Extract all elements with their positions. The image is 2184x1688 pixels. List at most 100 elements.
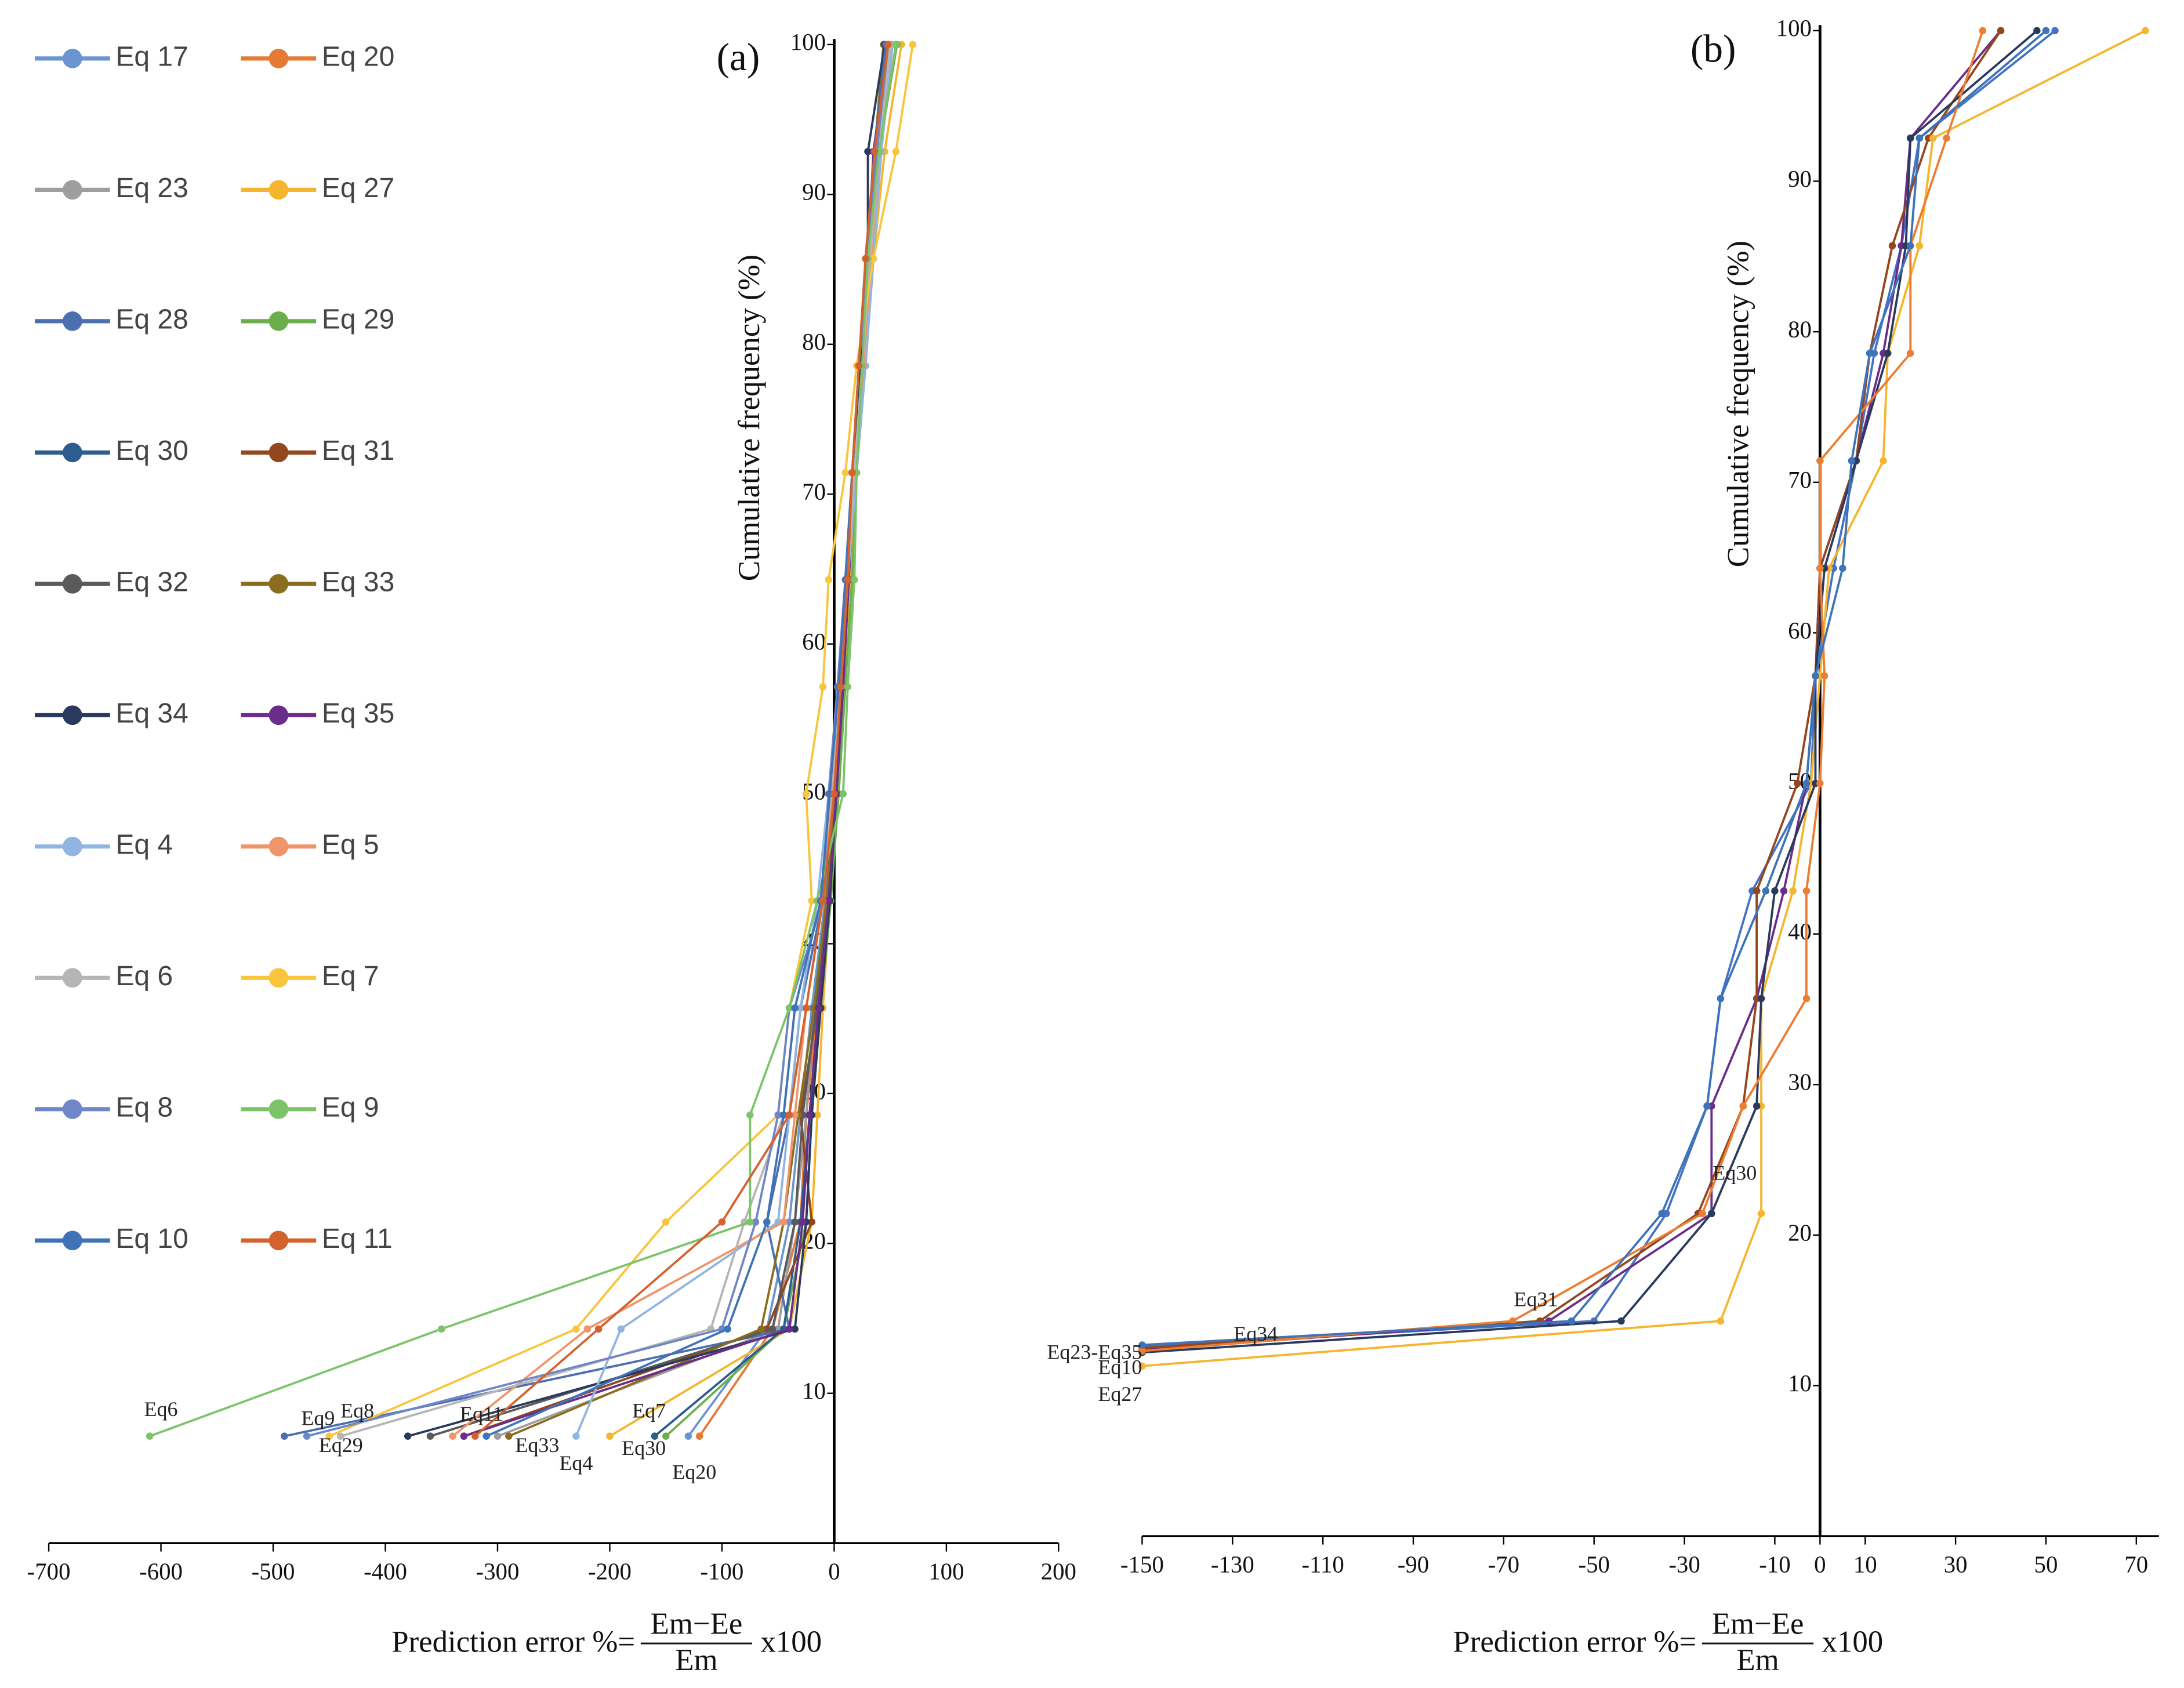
data-point (1757, 994, 1765, 1003)
legend-marker (63, 968, 82, 988)
legend-label: Eq 8 (115, 1092, 173, 1123)
legend-item: Eq 11 (241, 1224, 393, 1254)
legend-item: Eq 17 (35, 42, 188, 72)
annotation: Eq27 (1098, 1382, 1142, 1406)
legend-marker (269, 49, 289, 68)
x-tick-label: 0 (828, 1558, 840, 1584)
data-point (791, 1004, 799, 1012)
legend-item: Eq 20 (241, 42, 394, 72)
data-point (303, 1432, 311, 1440)
data-point (757, 1325, 765, 1333)
data-point (862, 255, 869, 263)
data-point (1802, 779, 1811, 787)
data-point (1771, 887, 1779, 895)
legend-marker (63, 1099, 82, 1119)
data-point (662, 1218, 670, 1226)
data-point (606, 1432, 614, 1440)
x-axis-label: Prediction error %= (391, 1625, 635, 1659)
data-point (844, 683, 851, 691)
data-point (746, 1218, 754, 1226)
annotation: Eq7 (632, 1399, 666, 1422)
data-point (718, 1218, 726, 1226)
data-point (1568, 1317, 1575, 1325)
data-point (1839, 564, 1846, 572)
legend-label: Eq 10 (115, 1224, 188, 1254)
x-tick-label: -200 (588, 1558, 632, 1584)
legend-label: Eq 34 (115, 698, 188, 729)
legend-label: Eq 7 (322, 961, 379, 992)
legend-item: Eq 8 (35, 1092, 173, 1123)
data-point (1753, 887, 1761, 895)
series-line (1142, 30, 2047, 1346)
data-point (1866, 350, 1874, 357)
x-axis-label-numerator: Em−Ee (1712, 1607, 1804, 1640)
legend-marker (63, 49, 82, 68)
y-tick-label: 10 (1788, 1370, 1812, 1396)
data-point (1739, 1102, 1747, 1110)
data-point (1617, 1317, 1625, 1325)
data-point (1789, 887, 1797, 895)
y-axis-label: Cumulative frequency (%) (732, 255, 766, 581)
annotation: Eq34 (1234, 1322, 1278, 1345)
data-point (830, 790, 838, 798)
data-point (482, 1432, 490, 1440)
data-point (1509, 1317, 1517, 1325)
annotation: Eq30 (1713, 1161, 1757, 1184)
y-tick-label: 70 (1788, 467, 1812, 493)
data-point (844, 576, 851, 583)
data-point (449, 1432, 456, 1440)
annotation: Eq10 (1098, 1355, 1142, 1378)
data-point (724, 1325, 731, 1333)
data-point (791, 1218, 799, 1226)
legend-marker (269, 1230, 289, 1251)
series-line (1142, 30, 1984, 1352)
y-axis-label: Cumulative frequency (%) (1721, 241, 1755, 567)
data-point (785, 1218, 793, 1226)
data-point (746, 1111, 754, 1119)
data-point (864, 148, 872, 155)
data-point (1703, 1102, 1711, 1110)
data-point (460, 1432, 468, 1440)
series-line (474, 44, 890, 1437)
data-point (774, 1111, 782, 1119)
annotation: Eq8 (340, 1399, 374, 1422)
legend-label: Eq 30 (115, 435, 188, 466)
data-point (1780, 887, 1788, 895)
legend-marker (269, 442, 289, 463)
data-point (494, 1432, 502, 1440)
legend-marker (63, 1230, 82, 1251)
data-point (572, 1325, 580, 1333)
data-point (1762, 887, 1770, 895)
legend-item: Eq 9 (241, 1092, 379, 1123)
data-point (806, 1111, 814, 1119)
legend-item: Eq 27 (241, 173, 394, 204)
y-tick-label: 40 (1788, 919, 1812, 945)
data-point (808, 1218, 815, 1226)
legend-label: Eq 32 (115, 567, 188, 598)
data-point (1906, 134, 1914, 142)
data-point (1802, 887, 1811, 895)
legend-label: Eq 4 (115, 830, 173, 861)
data-point (850, 576, 858, 583)
y-tick-label: 90 (802, 179, 826, 205)
x-tick-label: -130 (1211, 1551, 1254, 1577)
data-point (1915, 242, 1924, 250)
legend-label: Eq 35 (322, 698, 394, 729)
data-point (802, 790, 810, 798)
legend-marker (63, 574, 82, 594)
x-tick-label: -300 (476, 1558, 520, 1584)
x-tick-label: 10 (1853, 1551, 1877, 1577)
annotation: Eq30 (622, 1436, 666, 1460)
x-tick-label: -150 (1120, 1551, 1164, 1577)
data-point (892, 41, 900, 49)
y-tick-label: 10 (802, 1378, 826, 1404)
x-axis-label-suffix: x100 (1822, 1625, 1884, 1659)
x-axis-label-suffix: x100 (760, 1625, 822, 1659)
legend-item: Eq 35 (241, 698, 394, 729)
series-line (149, 44, 897, 1437)
data-point (791, 1111, 799, 1119)
data-point (785, 1111, 793, 1119)
data-point (684, 1432, 692, 1440)
data-point (892, 148, 900, 155)
